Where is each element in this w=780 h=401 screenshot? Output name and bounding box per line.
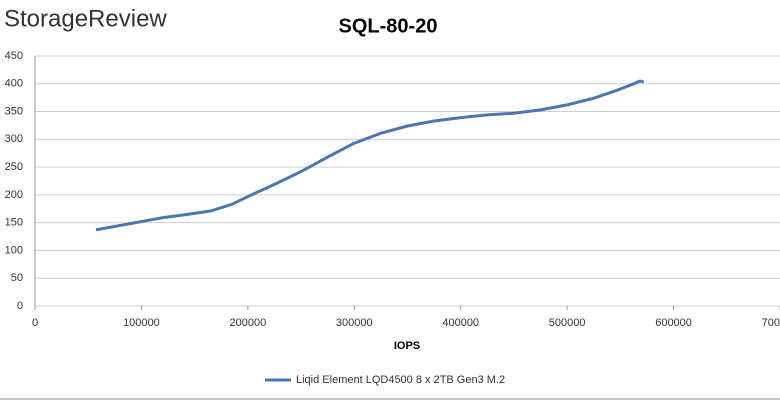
x-tick-label: 400000 [442, 317, 479, 329]
y-tick-label: 250 [5, 161, 23, 173]
x-tick-label: 100000 [123, 317, 160, 329]
y-tick-label: 0 [17, 300, 23, 312]
y-tick-label: 450 [5, 50, 23, 62]
chart-title: SQL-80-20 [339, 15, 438, 37]
y-tick-label: 400 [5, 78, 23, 90]
y-tick-label: 350 [5, 105, 23, 117]
x-tick-label: 700000 [762, 317, 780, 329]
x-tick-label: 0 [32, 317, 38, 329]
series-line [95, 79, 645, 232]
x-tick-label: 200000 [229, 317, 266, 329]
x-tick-label: 500000 [549, 317, 586, 329]
y-tick-label: 200 [5, 189, 23, 201]
y-tick-label: 300 [5, 133, 23, 145]
legend-label: Liqid Element LQD4500 8 x 2TB Gen3 M.2 [296, 374, 505, 386]
y-tick-label: 150 [5, 217, 23, 229]
x-tick-label: 600000 [655, 317, 692, 329]
y-tick-label: 100 [5, 244, 23, 256]
brand-logo: StorageReview [4, 5, 167, 32]
x-axis-label: IOPS [394, 340, 420, 352]
y-tick-label: 50 [11, 272, 23, 284]
x-tick-label: 300000 [336, 317, 373, 329]
